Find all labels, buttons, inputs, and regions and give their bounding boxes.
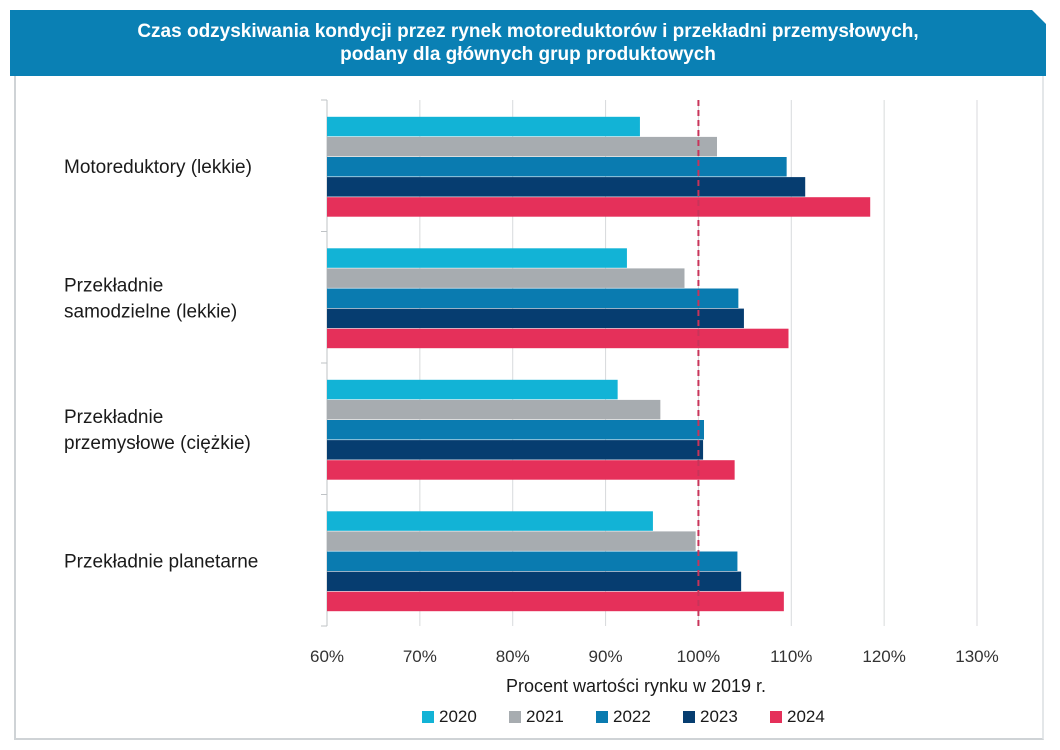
bar-2023-category-4: [327, 571, 742, 592]
category-label-4: Przekładnie planetarne: [64, 551, 258, 572]
chart-title-banner: Czas odzyskiwania kondycji przez rynek m…: [10, 10, 1046, 76]
bar-2021-category-4: [327, 531, 696, 551]
bar-2022-category-2: [327, 288, 739, 308]
legend-label-2022: 2022: [613, 707, 651, 726]
bar-2021-category-3: [327, 399, 661, 420]
bar-2024-category-1: [327, 197, 871, 217]
bar-2020-category-4: [327, 511, 653, 531]
legend-swatch-2020: [422, 711, 434, 723]
bar-2021-category-1: [327, 136, 717, 157]
legend-label-2023: 2023: [700, 707, 738, 726]
category-label-1: Motoreduktory (lekkie): [64, 157, 252, 178]
x-tick-label-80: 80%: [496, 647, 530, 666]
category-label-3: Przekładnie przemysłowe (ciężkie): [64, 407, 251, 454]
x-tick-label-110: 110%: [770, 647, 812, 666]
chart-title-line-2: podany dla głównych grup produktowych: [340, 44, 716, 65]
chart-title-line-1: Czas odzyskiwania kondycji przez rynek m…: [137, 21, 919, 42]
x-tick-label-100: 100%: [677, 647, 720, 666]
bar-2022-category-3: [327, 420, 704, 440]
legend-label-2020: 2020: [439, 707, 477, 726]
bar-2020-category-2: [327, 248, 627, 268]
bar-2024-category-4: [327, 591, 784, 612]
x-tick-label-130: 130%: [955, 647, 998, 666]
legend-swatch-2023: [683, 711, 695, 723]
bar-2022-category-4: [327, 551, 738, 571]
bar-2024-category-3: [327, 460, 735, 480]
bar-2022-category-1: [327, 157, 787, 177]
title-corner-fold: [1032, 10, 1046, 24]
x-tick-label-60: 60%: [310, 647, 344, 666]
x-tick-label-120: 120%: [862, 647, 905, 666]
bar-2024-category-2: [327, 328, 789, 349]
bar-2020-category-1: [327, 116, 640, 137]
legend-label-2021: 2021: [526, 707, 564, 726]
legend-swatch-2022: [596, 711, 608, 723]
category-label-2: Przekładnie samodzielne (lekkie): [64, 275, 237, 322]
bar-2023-category-2: [327, 308, 744, 329]
bar-2023-category-3: [327, 440, 704, 460]
legend-swatch-2024: [770, 711, 782, 723]
x-tick-label-90: 90%: [589, 647, 623, 666]
bar-2023-category-1: [327, 177, 806, 197]
x-axis-title: Procent wartości rynku w 2019 r.: [506, 676, 766, 696]
legend-label-2024: 2024: [787, 707, 825, 726]
bar-2020-category-3: [327, 379, 618, 400]
legend-swatch-2021: [509, 711, 521, 723]
chart-panel: [14, 76, 1044, 740]
x-tick-label-70: 70%: [403, 647, 437, 666]
bar-2021-category-2: [327, 268, 685, 288]
